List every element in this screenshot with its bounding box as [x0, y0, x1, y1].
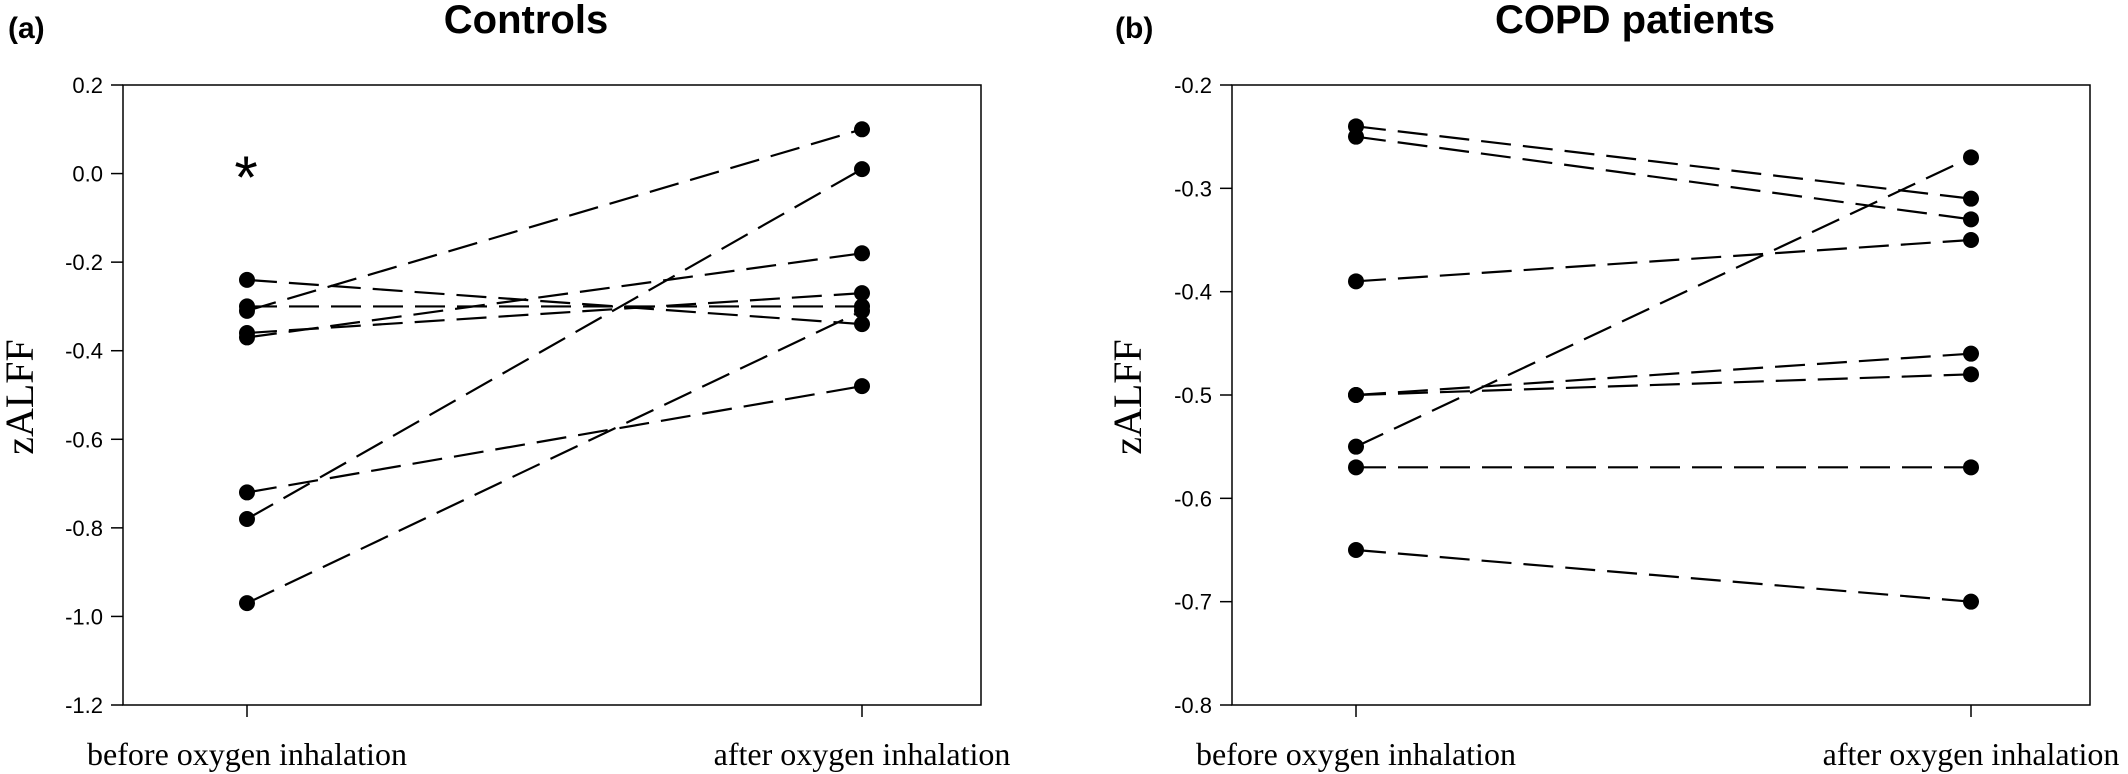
series-line — [1355, 125, 1972, 200]
series-line — [1355, 238, 1972, 283]
series-line — [246, 385, 863, 494]
plot-frame — [122, 84, 982, 706]
data-point — [1348, 438, 1364, 455]
y-tick-label: -0.2 — [1174, 73, 1212, 98]
data-point — [1963, 149, 1979, 166]
data-point — [239, 325, 255, 341]
data-point — [854, 302, 870, 319]
data-point — [1348, 273, 1364, 290]
y-tick-label: -0.3 — [1174, 176, 1212, 201]
y-tick-label: -1.2 — [65, 693, 103, 718]
panel-label: (a) — [8, 12, 45, 45]
y-axis-label: zALFF — [1105, 339, 1150, 455]
data-point — [1963, 345, 1979, 362]
y-tick-label: -0.7 — [1174, 590, 1212, 615]
series-line — [1355, 156, 1972, 448]
series-line — [246, 252, 863, 339]
data-point — [1348, 387, 1364, 403]
series-line — [1355, 373, 1972, 397]
data-point — [854, 285, 870, 302]
y-tick-label: -0.5 — [1174, 383, 1212, 408]
data-point — [854, 245, 870, 262]
series-line — [246, 168, 863, 520]
y-tick-label: 0.0 — [72, 162, 103, 187]
data-point — [239, 511, 255, 527]
y-tick-label: -0.8 — [65, 516, 103, 541]
x-category-label: after oxygen inhalation — [714, 736, 1011, 772]
data-point — [854, 161, 870, 178]
data-point — [1348, 128, 1364, 145]
y-tick-label: -1.0 — [65, 604, 103, 629]
series-line — [1355, 352, 1972, 397]
series-line — [246, 309, 863, 605]
x-category-label: after oxygen inhalation — [1823, 736, 2120, 772]
data-point — [1963, 211, 1979, 228]
series-line — [1355, 548, 1972, 603]
data-point — [1963, 459, 1979, 476]
y-tick-label: -0.6 — [65, 427, 103, 452]
y-tick-label: -0.6 — [1174, 486, 1212, 511]
data-point — [1963, 366, 1979, 383]
y-axis-label: zALFF — [0, 339, 42, 455]
data-point — [1963, 593, 1979, 610]
data-point — [239, 484, 255, 501]
y-tick-label: -0.2 — [65, 250, 103, 275]
significance-annotation: * — [234, 144, 257, 211]
data-point — [1348, 542, 1364, 558]
x-category-label: before oxygen inhalation — [1196, 736, 1516, 772]
data-point — [854, 316, 870, 333]
chart-title: COPD patients — [1495, 0, 1775, 42]
y-tick-label: -0.4 — [65, 339, 103, 364]
data-point — [1963, 232, 1979, 248]
y-tick-label: -0.8 — [1174, 693, 1212, 718]
series-line — [246, 278, 863, 326]
data-point — [239, 298, 255, 315]
data-point — [239, 271, 255, 288]
series-line — [246, 292, 863, 335]
data-point — [1963, 190, 1979, 207]
y-tick-label: 0.2 — [72, 73, 103, 98]
panel-label: (b) — [1115, 12, 1153, 45]
series-line — [246, 128, 863, 312]
data-point — [1348, 459, 1364, 476]
chart-panel-b: (b) COPD patients -0.2 -0.3 -0.4 -0.5 -0.6 -0.7… — [1105, 0, 2119, 772]
data-point — [854, 378, 870, 395]
series-line — [1355, 135, 1972, 221]
chart-title: Controls — [444, 0, 608, 42]
data-point — [239, 595, 255, 612]
x-category-label: before oxygen inhalation — [87, 736, 407, 772]
chart-panel-a: (a) Controls 0.2 0.0 -0.2 -0.4 -0.6 -0.8 -1.0 -1.… — [0, 0, 1010, 772]
y-tick-label: -0.4 — [1174, 280, 1212, 305]
data-point — [854, 121, 870, 138]
